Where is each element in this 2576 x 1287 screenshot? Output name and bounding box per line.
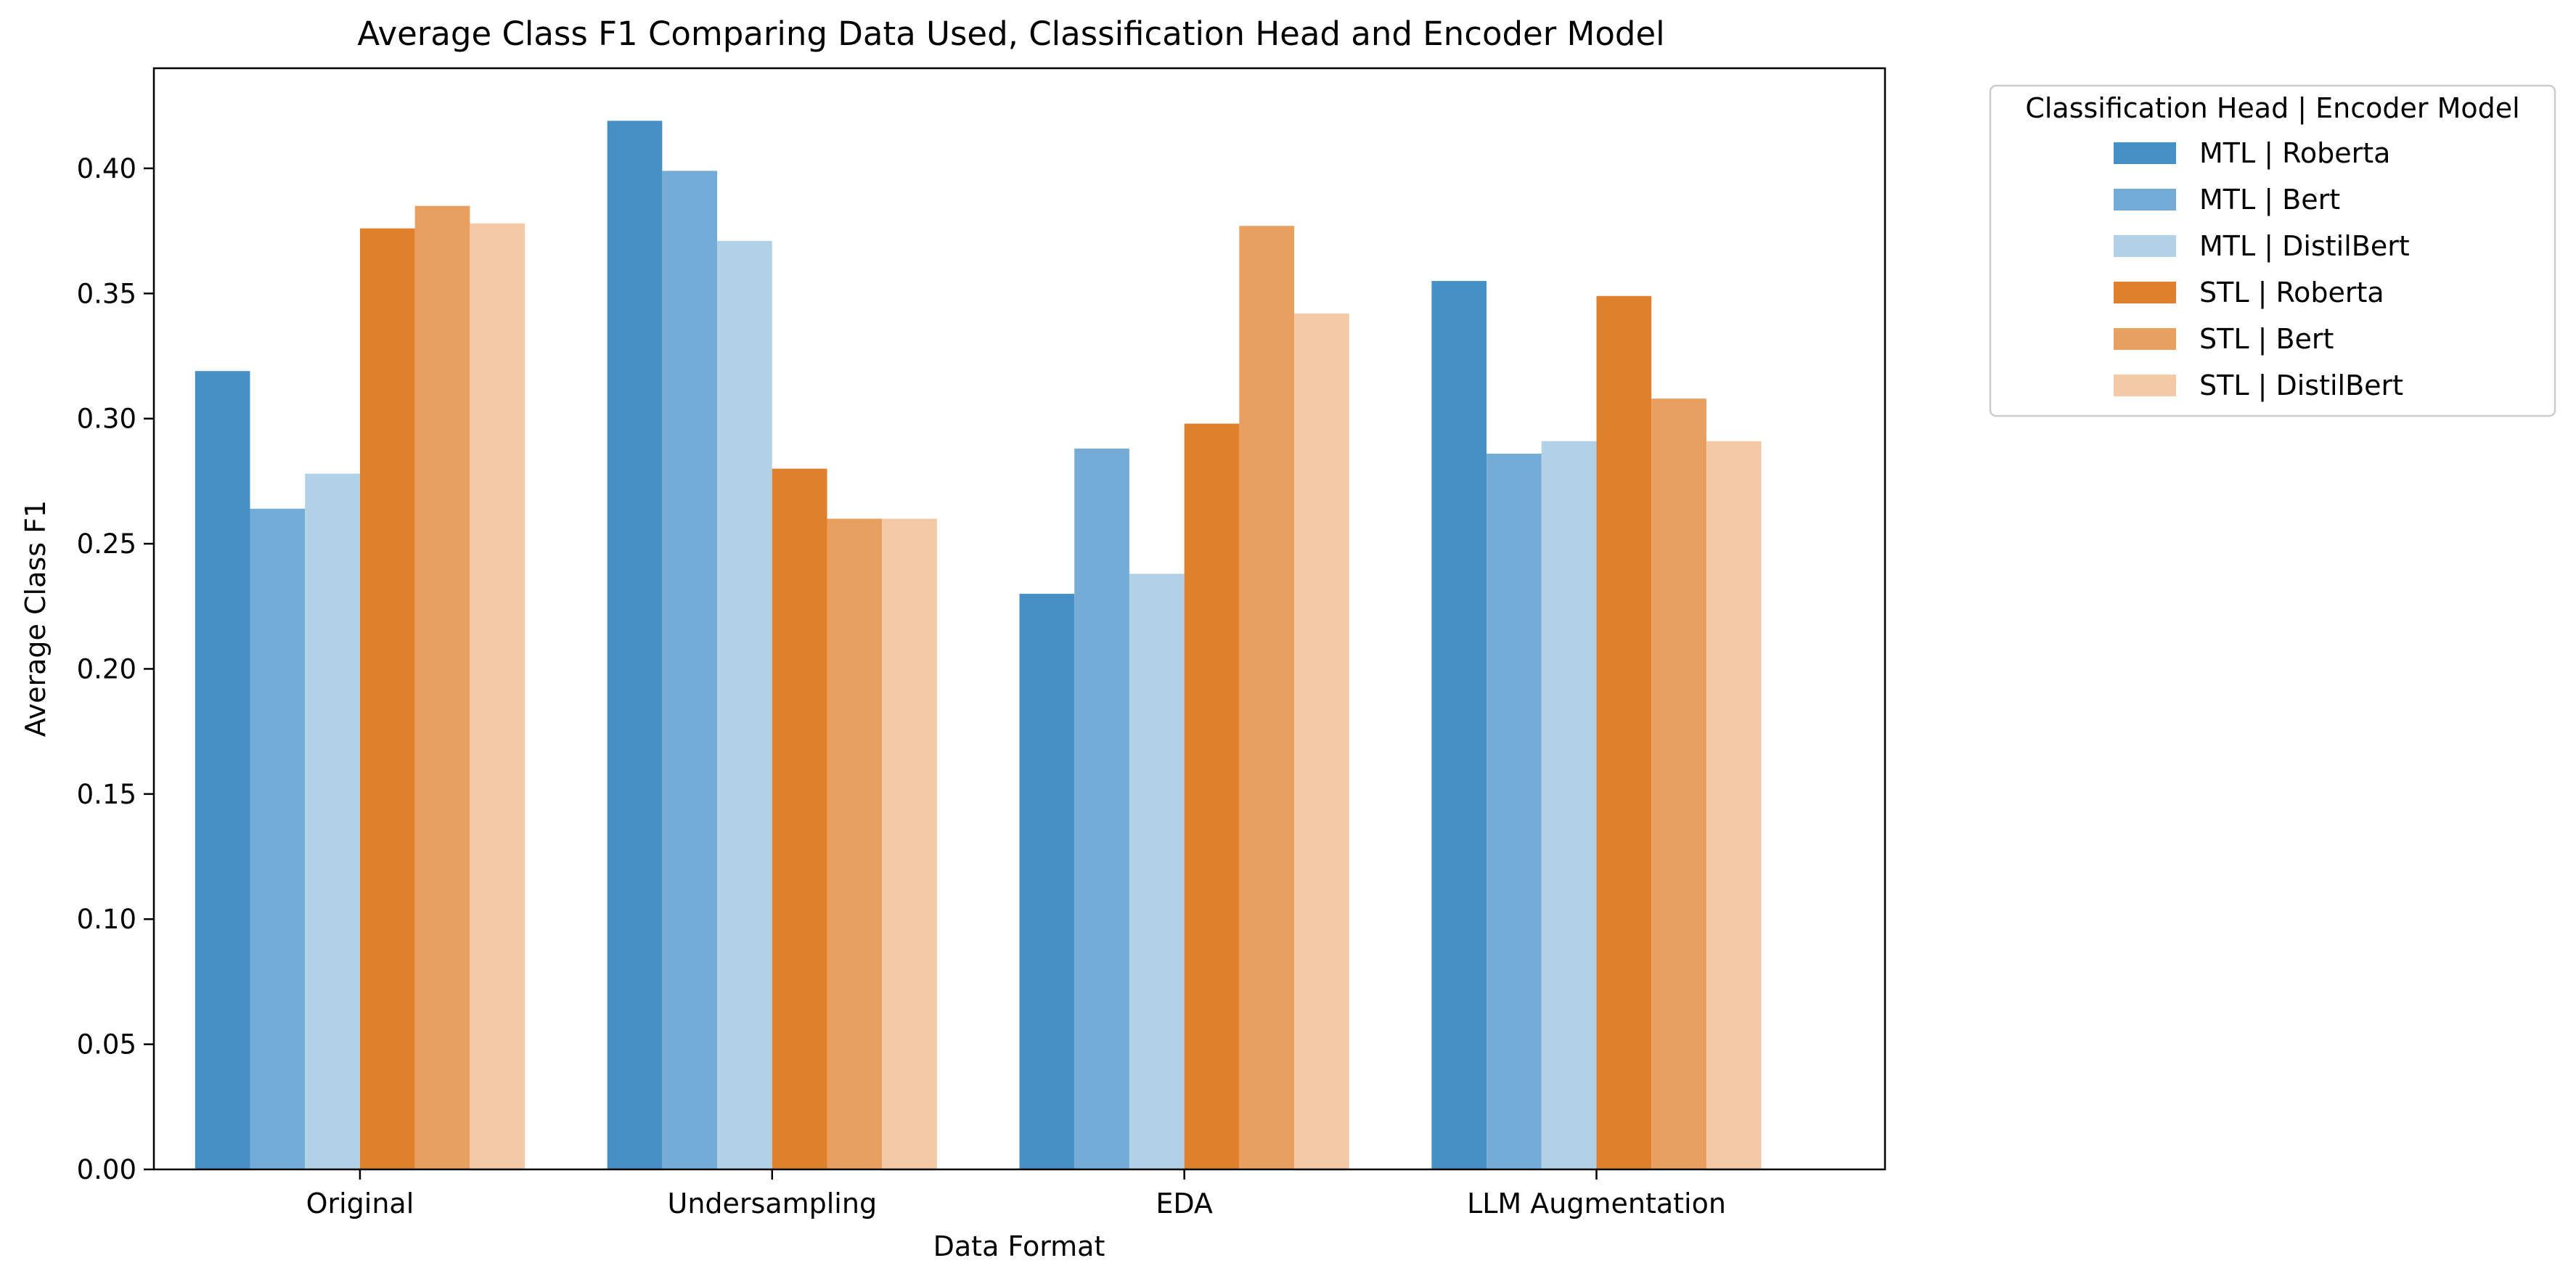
- x-tick-label: LLM Augmentation: [1467, 1188, 1726, 1219]
- bar-eda-stl-roberta: [1184, 423, 1240, 1169]
- bar-original-stl-distilbert: [470, 223, 526, 1169]
- y-tick-label: 0.30: [77, 404, 136, 435]
- legend-swatch: [2114, 189, 2176, 211]
- bar-original-stl-bert: [414, 205, 470, 1170]
- y-tick-label: 0.25: [77, 528, 136, 560]
- bar-llm-augmentation-mtl-roberta: [1431, 281, 1487, 1169]
- legend-swatch: [2114, 142, 2176, 164]
- x-tick-label: Original: [306, 1188, 414, 1219]
- legend-swatch: [2114, 282, 2176, 303]
- legend-label: MTL | Bert: [2199, 184, 2340, 216]
- bar-llm-augmentation-stl-bert: [1651, 399, 1706, 1169]
- bar-eda-mtl-bert: [1074, 449, 1129, 1169]
- legend-swatch: [2114, 328, 2176, 350]
- y-tick-label: 0.35: [77, 278, 136, 309]
- y-tick-label: 0.20: [77, 653, 136, 685]
- bar-undersampling-mtl-distilbert: [717, 240, 772, 1169]
- legend-label: STL | Roberta: [2199, 277, 2384, 309]
- y-tick-label: 0.05: [77, 1029, 136, 1061]
- y-tick-label: 0.00: [77, 1154, 136, 1185]
- x-axis-label: Data Format: [933, 1230, 1105, 1262]
- y-tick-label: 0.15: [77, 779, 136, 810]
- legend-title: Classification Head | Encoder Model: [2025, 92, 2519, 125]
- y-axis: 0.00 0.05 0.10 0.15 0.20 0.25 0.30 0.35 0.40: [77, 153, 154, 1185]
- bar-eda-mtl-roberta: [1019, 594, 1075, 1169]
- legend-swatch: [2114, 235, 2176, 257]
- legend-swatch: [2114, 375, 2176, 396]
- bar-llm-augmentation-stl-roberta: [1596, 295, 1652, 1169]
- plot-frame: [152, 67, 1886, 1171]
- legend-label: STL | DistilBert: [2199, 369, 2403, 402]
- bar-llm-augmentation-stl-distilbert: [1706, 441, 1762, 1169]
- bars-layer: [195, 120, 1762, 1170]
- x-tick-label: Undersampling: [668, 1188, 878, 1219]
- chart-title: Average Class F1 Comparing Data Used, Cl…: [357, 15, 1664, 53]
- legend-label: MTL | Roberta: [2199, 137, 2390, 170]
- legend-items: MTL | Roberta MTL | Bert MTL | DistilBert S…: [2114, 137, 2410, 402]
- bar-original-stl-roberta: [359, 228, 415, 1169]
- y-axis-label: Average Class F1: [20, 500, 52, 737]
- x-axis: Original Undersampling EDA LLM Augmentation: [306, 1169, 1726, 1219]
- legend-label: STL | Bert: [2199, 323, 2334, 356]
- bar-llm-augmentation-mtl-bert: [1487, 453, 1542, 1169]
- legend: Classification Head | Encoder Model MTL …: [1989, 84, 2556, 417]
- bar-undersampling-stl-distilbert: [882, 518, 937, 1169]
- bar-undersampling-stl-bert: [827, 518, 883, 1169]
- bar-original-mtl-roberta: [195, 371, 250, 1169]
- bar-undersampling-stl-roberta: [772, 468, 827, 1169]
- legend-label: MTL | DistilBert: [2199, 230, 2410, 263]
- bar-eda-stl-distilbert: [1294, 313, 1349, 1169]
- x-tick-label: EDA: [1156, 1188, 1213, 1219]
- bar-undersampling-mtl-bert: [662, 171, 718, 1170]
- bar-original-mtl-distilbert: [305, 473, 360, 1169]
- bar-undersampling-mtl-roberta: [607, 120, 663, 1169]
- y-tick-label: 0.40: [77, 153, 136, 184]
- y-tick-label: 0.10: [77, 904, 136, 935]
- bar-llm-augmentation-mtl-distilbert: [1541, 441, 1597, 1169]
- bar-eda-stl-bert: [1239, 226, 1295, 1170]
- bar-eda-mtl-distilbert: [1129, 573, 1185, 1169]
- bar-original-mtl-bert: [250, 508, 306, 1169]
